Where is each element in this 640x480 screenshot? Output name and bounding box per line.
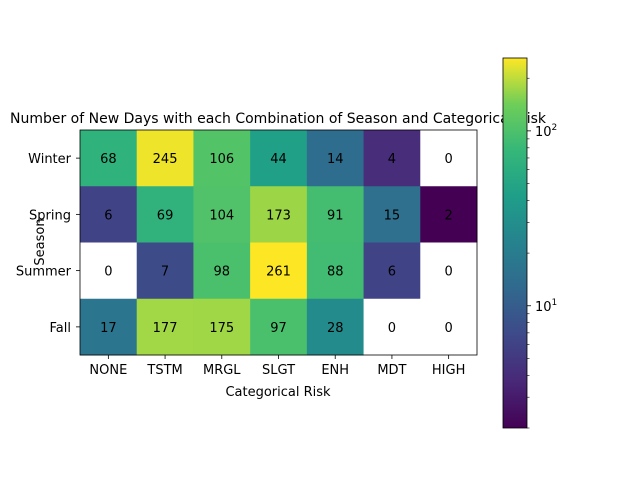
x-tick-label: TSTM [146,363,182,378]
cell-value-label: 7 [161,265,169,280]
heatmap-cell [193,242,251,300]
cell-value-label: 245 [153,152,178,167]
cell-value-label: 106 [209,152,234,167]
heatmap-cell [363,298,421,356]
heatmap-cell [136,130,194,187]
heatmap-cell [250,242,308,300]
heatmap-cell [420,186,478,243]
heatmap-cell [306,242,365,300]
cell-value-label: 15 [384,208,401,223]
cell-value-label: 28 [327,321,344,336]
chart-title: Number of New Days with each Combination… [10,111,547,127]
cell-value-label: 0 [445,321,453,336]
x-tick-label: HIGH [432,363,465,378]
x-axis-ticks: NONE TSTM MRGL SLGT ENH MDT HIGH [89,355,465,378]
heatmap-cell [136,298,194,356]
heatmap-cell [363,186,421,243]
cell-value-label: 177 [153,321,178,336]
cell-value-label: 0 [445,265,453,280]
heatmap-cell [306,298,365,356]
colorbar-frame [502,57,528,429]
heatmap-cell [420,242,478,300]
cell-value-label: 6 [104,208,112,223]
x-tick-label: ENH [321,363,349,378]
cell-value-label: 0 [104,265,112,280]
cell-value-label: 97 [270,321,287,336]
x-tick-label: MDT [377,363,406,378]
cell-value-label: 173 [266,208,291,223]
heatmap-cell [80,186,138,243]
heatmap-cell [363,130,421,187]
heatmap-cell [306,186,365,243]
y-tick-label: Spring [29,208,71,223]
heatmap-cell [306,130,365,187]
heatmap-cell [420,298,478,356]
heatmap-cell [80,130,138,187]
heatmap-cell [80,242,138,300]
y-tick-label: Fall [50,321,71,336]
cell-value-label: 88 [327,265,344,280]
x-tick-label: MRGL [203,363,241,378]
x-tick-label: NONE [89,363,127,378]
heatmap-cells [80,130,478,356]
x-axis-label: Categorical Risk [225,385,331,400]
cell-value-label: 98 [214,265,231,280]
cell-value-label: 69 [157,208,174,223]
heatmap-cell [193,186,251,243]
heatmap-cell [250,186,308,243]
cell-value-label: 0 [388,321,396,336]
cell-value-label: 6 [388,265,396,280]
heatmap-cell-labels: 68 245 106 44 14 4 0 6 69 104 173 91 15 2 0 7 98 261 88 6 0 1… [100,152,453,336]
cell-value-label: 44 [270,152,287,167]
cell-value-label: 14 [327,152,344,167]
heatmap-cell [80,298,138,356]
cell-value-label: 175 [209,321,234,336]
cell-value-label: 17 [100,321,117,336]
heatmap-cell [250,130,308,187]
heatmap-cell [136,242,194,300]
cell-value-label: 0 [445,152,453,167]
cell-value-label: 4 [388,152,396,167]
heatmap-cell [250,298,308,356]
y-tick-label: Summer [16,265,72,280]
y-axis-ticks: Winter Spring Summer Fall [16,152,80,336]
cell-value-label: 104 [209,208,234,223]
heatmap-cell [193,298,251,356]
cell-value-label: 2 [445,208,453,223]
heatmap-cell [193,130,251,187]
colorbar-gradient [503,58,527,428]
cell-value-label: 91 [327,208,344,223]
cell-value-label: 68 [100,152,117,167]
heatmap-cell [420,130,478,187]
heatmap-cell [136,186,194,243]
y-tick-label: Winter [28,152,72,167]
x-tick-label: SLGT [262,363,295,378]
heatmap-cell [363,242,421,300]
cell-value-label: 261 [266,265,291,280]
y-axis-label: Season [33,218,48,265]
